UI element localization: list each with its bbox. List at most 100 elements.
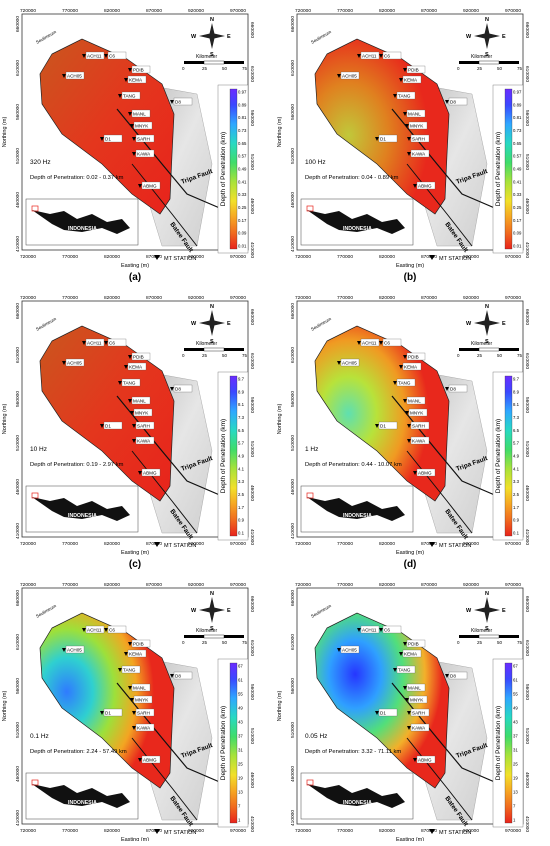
colorbar-tick: 9.7 xyxy=(513,377,520,382)
colorbar-tick: 7 xyxy=(238,804,241,809)
station-label-box xyxy=(131,65,151,74)
x-tick-bottom: 720000 xyxy=(20,828,36,834)
station-label: C6 xyxy=(384,341,390,346)
colorbar-tick: 4.9 xyxy=(513,454,520,459)
station-label: ABMG xyxy=(143,184,157,189)
y-tick-left: 610000 xyxy=(290,634,296,650)
mt-station-marker xyxy=(445,674,449,678)
y-tick-left: 660000 xyxy=(15,303,21,319)
x-tick-top: 820000 xyxy=(379,8,395,14)
colorbar-tick: 0.33 xyxy=(238,192,247,197)
colorbar-tick: 19 xyxy=(238,776,243,781)
mt-station-marker xyxy=(100,137,104,141)
y-tick-right: 660000 xyxy=(524,22,530,38)
y-tick-right: 510000 xyxy=(249,441,255,457)
mt-station-marker xyxy=(413,758,417,762)
y-tick-left: 460000 xyxy=(15,479,21,495)
y-tick-right: 410000 xyxy=(524,242,530,258)
station-label-box xyxy=(416,468,436,477)
mt-station-marker xyxy=(132,424,136,428)
mt-station-marker xyxy=(104,628,108,632)
y-tick-left: 610000 xyxy=(290,347,296,363)
y-tick-right: 510000 xyxy=(249,728,255,744)
station-label: KEMA xyxy=(129,365,143,370)
scale-title: Kilometer xyxy=(196,54,217,60)
station-label-box xyxy=(127,75,147,84)
station-label-box xyxy=(135,134,155,143)
mt-station-legend-label: MT STATION xyxy=(164,543,196,549)
station-label-box xyxy=(103,134,123,143)
scale-tick: 50 xyxy=(497,640,503,645)
colorbar-tick: 0.25 xyxy=(513,205,522,210)
x-tick-bottom: 970000 xyxy=(230,828,246,834)
colorbar-tick: 9.7 xyxy=(238,377,245,382)
x-tick-bottom: 820000 xyxy=(104,828,120,834)
mt-station-marker xyxy=(407,152,411,156)
station-label-box xyxy=(382,625,402,634)
mt-station-marker xyxy=(130,124,134,128)
colorbar-tick: 31 xyxy=(238,748,243,753)
station-label-box xyxy=(107,625,127,634)
mt-station-marker xyxy=(445,100,449,104)
station-label: SARH xyxy=(137,424,150,429)
mt-station-marker xyxy=(82,54,86,58)
colorbar-tick: 8.1 xyxy=(513,402,520,407)
inset-location-box xyxy=(31,205,39,212)
station-label: ACH11 xyxy=(87,628,102,633)
compass-north: N xyxy=(485,17,489,23)
station-label-box xyxy=(410,708,430,717)
station-label: MNYK xyxy=(410,124,424,129)
station-label-box xyxy=(448,384,468,393)
station-label: D8 xyxy=(175,387,181,392)
mt-station-marker xyxy=(128,68,132,72)
mt-station-marker xyxy=(403,686,407,690)
scale-tick: 25 xyxy=(477,66,483,71)
station-label-box xyxy=(396,665,416,674)
y-tick-left: 560000 xyxy=(290,104,296,120)
y-tick-right: 410000 xyxy=(249,242,255,258)
mt-station-marker xyxy=(104,54,108,58)
y-tick-right: 460000 xyxy=(524,772,530,788)
x-tick-bottom: 820000 xyxy=(379,828,395,834)
station-label: PDIB xyxy=(133,68,144,73)
batee-fault-line xyxy=(406,737,473,821)
x-tick-top: 970000 xyxy=(505,295,521,301)
station-label-box xyxy=(408,695,428,704)
colorbar-tick: 1.7 xyxy=(513,505,520,510)
x-tick-top: 770000 xyxy=(62,582,78,588)
mt-station-marker xyxy=(128,355,132,359)
colorbar-title: Depth of Penetration (km) xyxy=(220,419,227,493)
y-tick-left: 410000 xyxy=(290,810,296,826)
x-tick-top: 720000 xyxy=(20,582,36,588)
compass-south: S xyxy=(485,339,489,345)
station-label: SARH xyxy=(412,424,425,429)
station-label-box xyxy=(406,639,426,648)
mt-station-marker xyxy=(403,399,407,403)
x-tick-bottom: 870000 xyxy=(421,254,437,260)
station-label: D8 xyxy=(450,674,456,679)
colorbar xyxy=(229,662,238,824)
colorbar xyxy=(504,662,513,824)
station-label-box xyxy=(406,683,426,692)
station-label: KEMA xyxy=(129,652,143,657)
mt-station-marker xyxy=(130,698,134,702)
station-label: ACH05 xyxy=(342,648,357,653)
x-tick-bottom: 770000 xyxy=(337,828,353,834)
inset-label: INDONESIA xyxy=(343,226,372,232)
x-tick-top: 920000 xyxy=(188,582,204,588)
colorbar-tick: 67 xyxy=(513,664,518,669)
x-tick-bottom: 870000 xyxy=(146,541,162,547)
colorbar-tick: 1 xyxy=(513,818,516,823)
x-tick-top: 920000 xyxy=(188,8,204,14)
colorbar-tick: 25 xyxy=(238,762,243,767)
scale-title: Kilometer xyxy=(471,628,492,634)
station-label-box xyxy=(410,421,430,430)
station-label-box xyxy=(141,181,161,190)
scale-tick: 25 xyxy=(202,640,208,645)
station-label-box xyxy=(121,378,141,387)
colorbar-tick: 49 xyxy=(238,706,243,711)
compass-east: E xyxy=(502,321,506,327)
compass-east: E xyxy=(227,34,231,40)
y-tick-left: 410000 xyxy=(15,236,21,252)
station-label: TANG xyxy=(123,381,136,386)
